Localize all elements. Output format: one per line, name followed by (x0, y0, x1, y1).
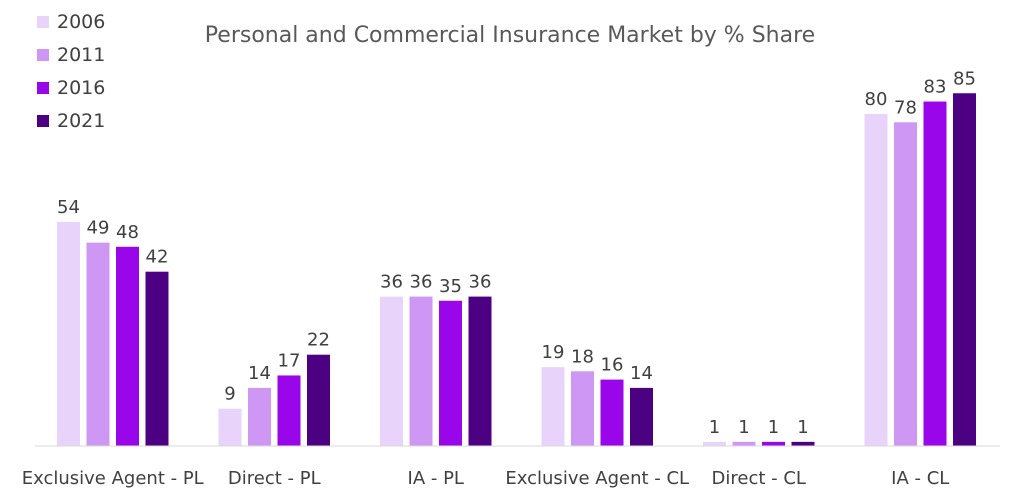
bar-3-2016 (600, 379, 624, 446)
bar-3-2011 (571, 371, 594, 446)
data-label-1-2006: 9 (224, 384, 235, 405)
legend-swatch-2011 (37, 49, 49, 61)
bar-2-2011 (409, 296, 433, 446)
bar-2-2021 (468, 296, 492, 446)
bar-0-2021 (145, 271, 169, 446)
x-tick-label-0: Exclusive Agent - PL (22, 468, 204, 489)
bar-5-2021 (953, 93, 976, 446)
data-label-3-2016: 16 (601, 355, 624, 376)
x-tick-label-5: IA - CL (891, 468, 949, 489)
data-label-5-2016: 83 (924, 77, 947, 98)
legend-swatch-2021 (37, 115, 49, 127)
x-tick-labels: Exclusive Agent - PL Direct - PL IA - PL Ex… (22, 468, 950, 489)
legend-label-2016: 2016 (57, 77, 105, 99)
legend-label-2011: 2011 (57, 44, 105, 66)
legend-label-2006: 2006 (57, 11, 105, 33)
bar-4-2021 (791, 441, 815, 446)
x-tick-label-2: IA - PL (408, 468, 464, 489)
bar-0-2006 (57, 221, 80, 446)
bar-4-2006 (703, 441, 726, 446)
bar-5-2011 (894, 122, 917, 447)
legend-label-2021: 2021 (57, 110, 105, 132)
data-label-5-2021: 85 (953, 68, 976, 89)
bar-1-2006 (218, 408, 242, 446)
bar-1-2016 (277, 375, 301, 446)
data-label-3-2021: 14 (630, 363, 653, 384)
data-label-1-2021: 22 (307, 330, 330, 351)
data-label-4-2021: 1 (797, 417, 808, 438)
bar-2-2006 (380, 296, 403, 446)
data-label-2-2016: 35 (439, 276, 462, 297)
bar-3-2021 (630, 387, 653, 446)
bar-1-2021 (307, 354, 330, 446)
legend: 2006 2011 2016 2021 (37, 11, 105, 132)
x-tick-label-1: Direct - PL (228, 468, 321, 489)
data-label-4-2006: 1 (709, 417, 720, 438)
x-tick-label-4: Direct - CL (712, 468, 806, 489)
legend-swatch-2006 (37, 16, 49, 28)
data-label-1-2011: 14 (248, 363, 271, 384)
data-label-4-2016: 1 (768, 417, 779, 438)
bar-4-2016 (762, 441, 785, 446)
data-label-2-2006: 36 (380, 272, 403, 293)
data-label-0-2021: 42 (146, 247, 169, 268)
data-label-0-2016: 48 (116, 222, 139, 243)
bar-2-2016 (439, 300, 462, 446)
x-tick-label-3: Exclusive Agent - CL (505, 468, 689, 489)
bar-3-2006 (541, 367, 565, 446)
bar-4-2011 (732, 441, 756, 446)
data-label-3-2006: 19 (542, 342, 565, 363)
bar-5-2006 (864, 114, 888, 446)
data-label-5-2006: 80 (865, 89, 888, 110)
bar-5-2016 (923, 101, 947, 447)
data-label-1-2016: 17 (278, 350, 301, 371)
data-label-2-2021: 36 (469, 272, 492, 293)
bars (57, 93, 976, 447)
bar-1-2011 (248, 387, 271, 446)
data-label-0-2006: 54 (57, 197, 80, 218)
data-label-0-2011: 49 (87, 218, 110, 239)
bar-0-2011 (86, 242, 110, 446)
data-label-4-2011: 1 (738, 417, 749, 438)
legend-swatch-2016 (37, 82, 49, 94)
chart-title: Personal and Commercial Insurance Market… (205, 23, 815, 48)
bar-0-2016 (116, 246, 139, 446)
data-label-3-2011: 18 (571, 346, 594, 367)
data-label-5-2011: 78 (894, 97, 917, 118)
data-label-2-2011: 36 (410, 272, 433, 293)
